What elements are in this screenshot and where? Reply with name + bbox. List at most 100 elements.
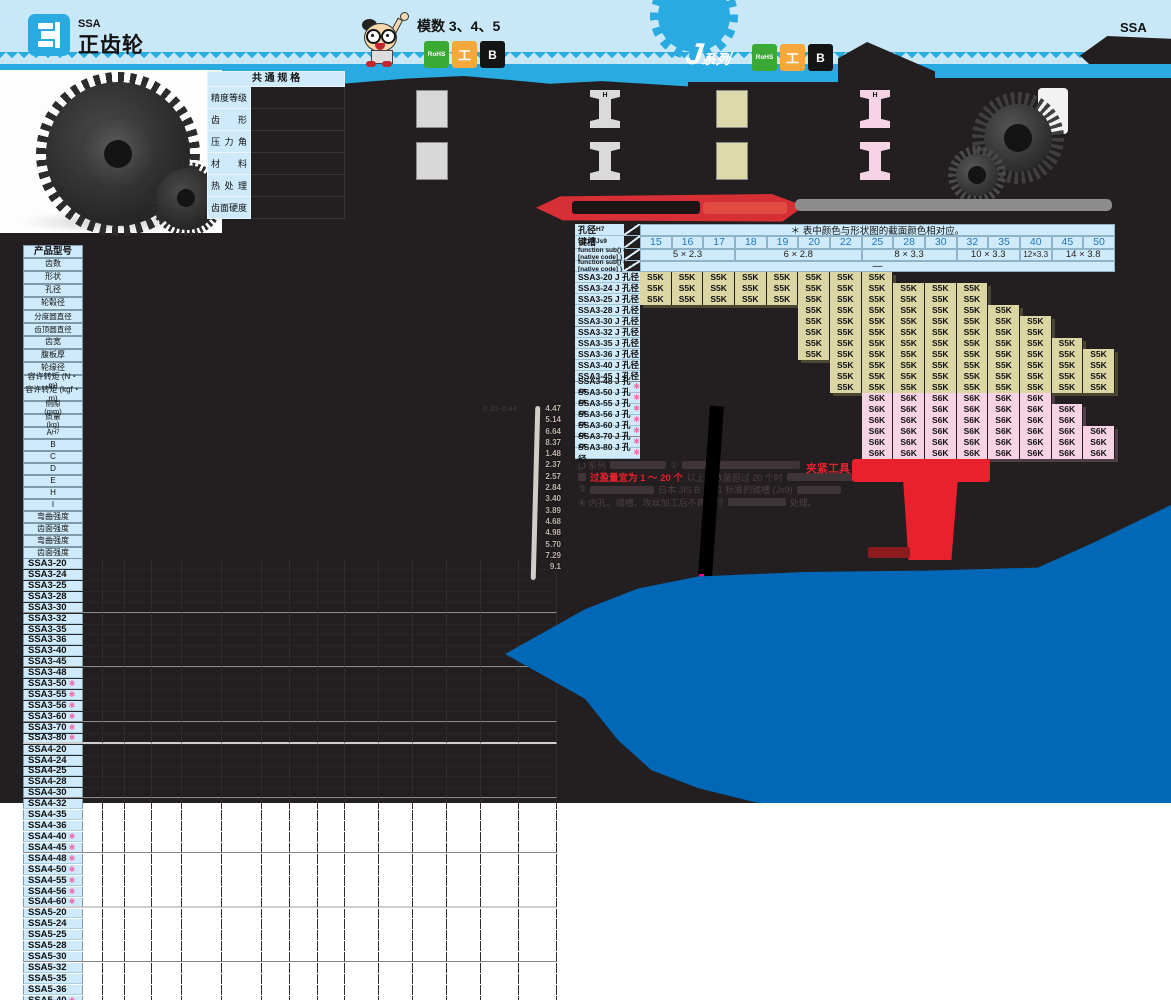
mass-value: 4.47 [545, 404, 561, 413]
data-cell-redacted [83, 580, 103, 591]
data-cell-redacted [290, 559, 318, 569]
column-header: 产品型号 [23, 245, 83, 258]
data-cell-redacted [290, 733, 318, 744]
data-cell-redacted [345, 952, 379, 963]
data-cell-redacted [83, 930, 103, 941]
model-name-cell: SSA5-25 [23, 929, 83, 940]
data-cell-redacted [379, 700, 413, 711]
bore-size-cell: S5K [798, 271, 830, 283]
data-cell-redacted [413, 919, 447, 930]
data-cell-redacted [290, 657, 318, 668]
gear-photo-left [0, 70, 224, 236]
data-cell-redacted [519, 897, 557, 908]
data-cell-redacted [447, 821, 481, 832]
data-cell-redacted [519, 886, 557, 897]
table-row: SSA5-36 [23, 984, 557, 996]
table-row: SSA3-32 [23, 613, 557, 625]
data-cell-redacted [481, 744, 519, 755]
data-cell-redacted [182, 799, 222, 810]
data-cell-redacted [125, 766, 152, 777]
table-row: SSA3-48 [23, 667, 557, 679]
data-cell-redacted [447, 744, 481, 755]
data-cell-redacted [345, 690, 379, 700]
spec-value-redacted [251, 153, 345, 175]
data-cell-redacted [379, 788, 413, 799]
data-cell-redacted [413, 559, 447, 569]
data-cell-redacted [103, 700, 125, 711]
table-row: SSA4-55 ✱ [23, 875, 557, 887]
data-cell-redacted [413, 952, 447, 963]
bore-size-cell: S5K [861, 326, 894, 338]
bore-size-cell: S5K [861, 381, 894, 393]
data-cell-redacted [447, 952, 481, 963]
screw-size-cell: 8 × 3.3 [861, 248, 957, 261]
bore-size-cell: S5K [924, 326, 957, 338]
data-cell-redacted [83, 864, 103, 875]
model-name-cell: SSA3-28 [23, 591, 83, 602]
matrix-row-label: SSA3-24 J 孔径 [575, 282, 640, 294]
bore-size-cell: S5K [988, 370, 1020, 382]
data-cell-redacted [262, 602, 290, 613]
common-spec-table: 共 通 规 格 精度等级 齿形 压力角 材料 热处理 齿面硬度 [207, 71, 345, 219]
data-cell-redacted [290, 569, 318, 580]
data-cell-redacted [447, 613, 481, 624]
bore-size-cell: S6K [1051, 436, 1084, 448]
data-cell-redacted [83, 668, 103, 679]
model-name-cell: SSA3-30 [23, 602, 83, 613]
bore-diameter-column-header: 28 [893, 236, 925, 249]
data-cell-redacted [152, 908, 182, 919]
data-cell-redacted [262, 842, 290, 853]
column-header: 孔径 [23, 284, 83, 297]
data-cell-redacted [318, 908, 345, 919]
data-cell-redacted [318, 668, 345, 679]
data-cell-redacted [182, 711, 222, 722]
data-cell-redacted [447, 810, 481, 821]
made-to-order-star: ✱ [68, 700, 76, 710]
ribbon-redacted-text [572, 201, 700, 214]
bore-size-cell: S5K [766, 271, 799, 283]
data-cell-redacted [345, 580, 379, 591]
bore-size-cell: S6K [956, 447, 989, 459]
data-cell-redacted [345, 755, 379, 766]
matrix-keyway-row: 键槽 Js9 15 16 17 18 19 20 22 25 28 30 32 35 40 45 50 [575, 236, 1115, 249]
model-name-cell: SSA3-40 [23, 645, 83, 656]
matrix-row-label: SSA3-80 J 孔径✱ [575, 442, 640, 464]
data-cell-redacted [290, 974, 318, 984]
data-cell-redacted [481, 832, 519, 842]
data-cell-redacted [103, 799, 125, 810]
data-cell-redacted [152, 559, 182, 569]
data-cell-redacted [222, 897, 262, 908]
gray-bar [795, 199, 1112, 211]
data-cell-redacted [290, 777, 318, 788]
data-cell-redacted [125, 821, 152, 832]
bore-size-cell: S5K [924, 304, 957, 316]
data-cell-redacted [262, 832, 290, 842]
data-cell-redacted [447, 559, 481, 569]
data-cell-redacted [345, 963, 379, 974]
matrix-row-label: SSA3-36 J 孔径 [575, 348, 640, 360]
data-cell-redacted [345, 733, 379, 744]
data-cell-redacted [152, 580, 182, 591]
data-cell-redacted [103, 886, 125, 897]
data-cell-redacted [152, 963, 182, 974]
mass-value: 3.40 [545, 494, 561, 504]
data-cell-redacted [379, 919, 413, 930]
data-cell-redacted [318, 810, 345, 821]
model-name-cell: SSA3-50 ✱ [23, 678, 83, 689]
data-cell-redacted [345, 864, 379, 875]
data-cell-redacted [125, 952, 152, 963]
data-cell-redacted [345, 722, 379, 733]
matrix-note-cell: ＊ 表中颜色与形状图的截面颜色相对应。 [640, 224, 1115, 237]
data-cell-redacted [290, 755, 318, 766]
data-cell-redacted [447, 711, 481, 722]
table-row: SSA3-50 ✱ [23, 678, 557, 690]
data-cell-redacted [103, 963, 125, 974]
data-cell-redacted [83, 984, 103, 995]
bore-size-cell: S5K [734, 293, 767, 305]
data-cell-redacted [413, 799, 447, 810]
data-cell-redacted [318, 842, 345, 853]
data-cell-redacted [290, 602, 318, 613]
product-spec-table: 产品型号 齿数 形状 孔径 轮毂径 分度圆直径 齿顶圆直径 齿宽 腹板厚 轮缘径 容许转矩 (N・m… [23, 245, 557, 1000]
bore-size-cell: S6K [988, 403, 1020, 415]
data-cell-redacted [152, 777, 182, 788]
